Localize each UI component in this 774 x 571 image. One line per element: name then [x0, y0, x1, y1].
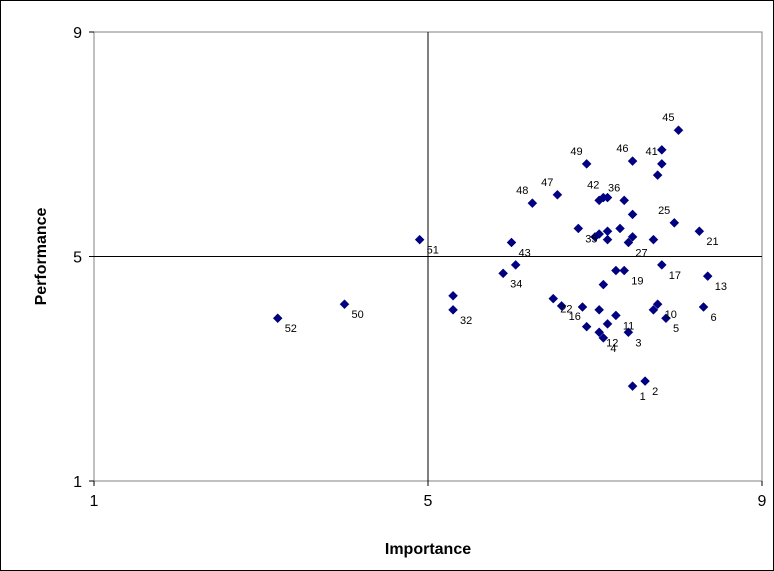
data-point-51: [414, 234, 425, 245]
data-point-36: [619, 195, 630, 206]
data-point: [627, 232, 638, 242]
data-point-52: [272, 313, 283, 324]
y-tick-label: 5: [73, 250, 82, 267]
point-label-48: 48: [516, 185, 528, 197]
data-point: [598, 279, 609, 290]
x-tick-label: 9: [758, 493, 767, 510]
point-label-52: 52: [285, 323, 297, 335]
point-label-10: 10: [665, 309, 677, 321]
data-point-42: [598, 192, 609, 203]
y-tick-label: 1: [73, 474, 82, 491]
data-point-43: [506, 237, 517, 248]
y-axis-title: Performance: [33, 207, 50, 305]
data-point: [581, 321, 592, 332]
point-label-3: 3: [635, 337, 641, 349]
data-point-4: [598, 333, 609, 343]
point-label-42: 42: [587, 180, 599, 192]
data-point-1: [627, 381, 638, 392]
data-point: [594, 304, 605, 315]
y-tick-label: 9: [73, 25, 82, 42]
y-axis-ticks: 1 5 9: [73, 25, 94, 491]
data-point-19: [619, 265, 630, 276]
data-point-25: [669, 217, 680, 228]
data-point: [652, 170, 663, 180]
data-point: [510, 260, 521, 270]
data-point: [602, 318, 613, 329]
data-point-11: [611, 310, 621, 321]
x-tick-label: 5: [424, 493, 433, 510]
data-point-3: [623, 327, 634, 338]
point-label-22: 22: [560, 304, 572, 316]
data-points: [272, 125, 713, 392]
data-point: [615, 223, 625, 234]
point-label-43: 43: [519, 247, 531, 259]
point-label-47: 47: [541, 177, 553, 189]
point-label-27: 27: [635, 247, 647, 259]
point-label-21: 21: [706, 236, 718, 248]
point-label-6: 6: [711, 312, 717, 324]
point-label-19: 19: [631, 276, 643, 288]
point-label-4: 4: [610, 343, 616, 355]
data-point-46: [627, 156, 638, 166]
point-label-36: 36: [608, 182, 620, 194]
data-point-labels: 1 234561011121316171921222527323435364142…: [285, 112, 727, 403]
data-point-2: [640, 376, 650, 386]
point-label-2: 2: [652, 386, 658, 398]
point-label-16: 16: [569, 311, 581, 323]
data-point-41: [656, 159, 667, 169]
point-label-46: 46: [616, 143, 628, 155]
data-point-45: [673, 125, 684, 136]
data-point-32: [448, 304, 458, 315]
data-point-6: [698, 302, 709, 312]
point-label-11: 11: [623, 320, 634, 332]
data-point-13: [702, 271, 713, 281]
point-label-50: 50: [352, 309, 364, 321]
data-point: [590, 232, 600, 242]
point-label-49: 49: [570, 146, 582, 158]
data-point-17: [656, 260, 667, 270]
data-point-35: [573, 223, 584, 234]
point-label-51: 51: [427, 245, 439, 257]
point-label-12: 12: [606, 337, 618, 349]
x-axis-title: Importance: [385, 541, 471, 558]
data-point: [448, 290, 458, 301]
point-label-25: 25: [658, 205, 670, 217]
data-point: [602, 226, 613, 237]
data-point: [648, 304, 659, 315]
data-point: [656, 145, 667, 155]
point-label-32: 32: [460, 315, 472, 327]
x-tick-label: 1: [90, 493, 99, 510]
point-label-34: 34: [510, 278, 522, 290]
data-point-5: [661, 313, 671, 324]
data-point-49: [581, 159, 592, 169]
data-point-12: [594, 327, 605, 338]
data-point: [611, 265, 621, 276]
data-point-50: [339, 299, 350, 310]
data-point-34: [498, 268, 509, 279]
data-point-22: [548, 293, 559, 304]
data-point: [577, 302, 588, 312]
data-point-10: [652, 299, 663, 310]
point-label-17: 17: [669, 270, 681, 282]
data-point-21: [694, 226, 705, 237]
point-label-45: 45: [662, 112, 674, 124]
data-point: [648, 234, 659, 245]
x-axis-ticks: 1 5 9: [90, 481, 767, 510]
data-point-48: [527, 198, 538, 209]
point-label-5: 5: [673, 323, 679, 335]
data-point-16: [556, 301, 567, 311]
point-label-13: 13: [715, 281, 727, 293]
point-label-41: 41: [646, 146, 658, 158]
data-point: [627, 209, 638, 220]
point-label-35: 35: [585, 233, 597, 245]
data-point-27: [623, 237, 634, 248]
data-point-47: [552, 189, 563, 200]
point-label-1: 1: [640, 391, 646, 403]
data-point: [602, 234, 613, 245]
